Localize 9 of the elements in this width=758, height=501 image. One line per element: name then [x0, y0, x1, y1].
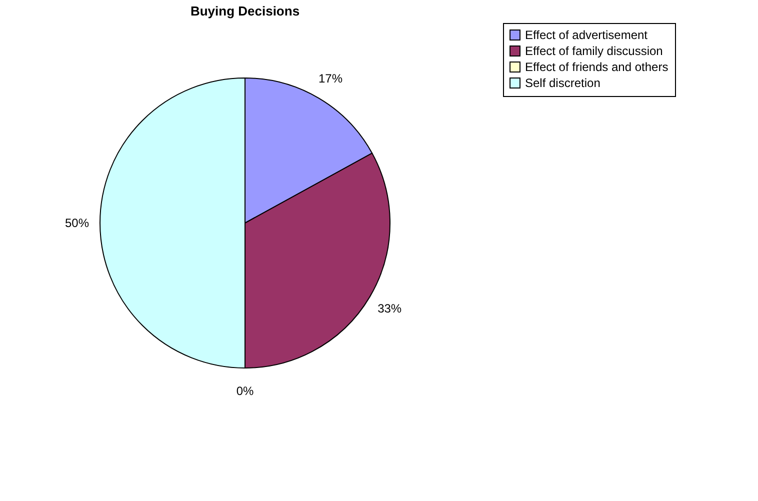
data-label: 33% [378, 302, 402, 316]
data-label: 17% [318, 71, 343, 86]
legend-label: Effect of advertisement [525, 28, 648, 42]
chart-title: Buying Decisions [190, 4, 300, 18]
data-label: 50% [64, 216, 90, 230]
legend-label: Effect of family discussion [525, 44, 663, 58]
legend-label: Effect of friends and others [525, 60, 668, 74]
legend-label: Self discretion [525, 76, 600, 90]
text: 0% [236, 384, 254, 398]
